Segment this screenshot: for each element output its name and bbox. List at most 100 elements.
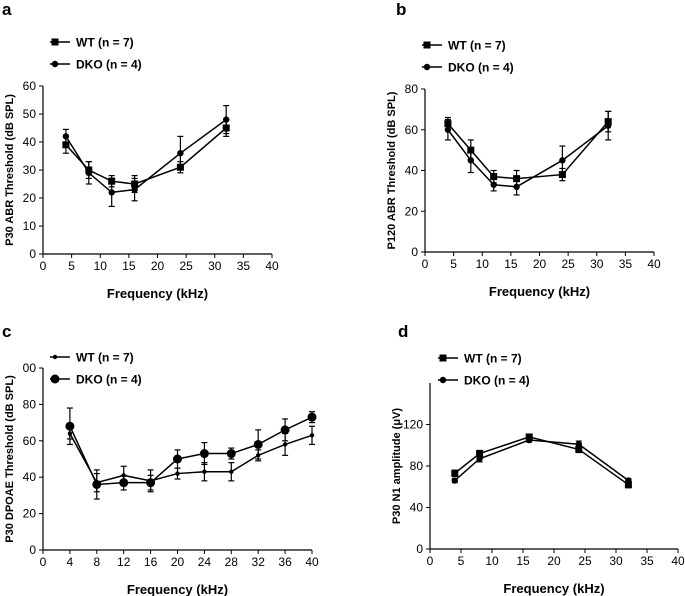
data-point <box>85 169 93 176</box>
legend-marker <box>423 63 431 71</box>
panel-label: d <box>398 322 408 341</box>
x-axis-title: Frequency (kHz) <box>107 286 208 301</box>
legend: WT (n = 7) DKO (n = 4) <box>422 39 514 75</box>
panel-label: b <box>396 0 406 19</box>
x-tick-label: 15 <box>516 554 530 568</box>
legend-marker <box>51 60 59 68</box>
series-wt <box>62 118 230 193</box>
legend-marker <box>50 374 60 384</box>
y-tick-label: 30 <box>23 163 37 177</box>
x-tick-label: 4 <box>67 555 74 569</box>
data-point <box>575 441 582 448</box>
legend-marker <box>439 376 447 384</box>
data-point <box>62 141 70 149</box>
series-line <box>69 433 313 484</box>
data-point <box>223 116 230 123</box>
x-tick-label: 0 <box>427 554 434 568</box>
y-tick-label: 0 <box>416 542 423 556</box>
panel-d: d 0 5 10 15 20 25 30 35 40 0 40 80 120 Frequency (kHz)… <box>391 322 685 596</box>
panel-label: a <box>2 0 12 19</box>
x-tick-label: 30 <box>609 554 623 568</box>
series-line <box>447 125 609 188</box>
y-tick-label: 0 <box>411 245 418 259</box>
x-tick-label: 20 <box>171 555 185 569</box>
data-point <box>173 454 182 464</box>
data-point <box>280 425 290 435</box>
x-tick-label: 0 <box>422 257 429 271</box>
series-dko <box>62 104 230 207</box>
data-point <box>526 436 533 444</box>
x-tick-label: 25 <box>561 257 575 271</box>
x-axis-title: Frequency (kHz) <box>489 284 590 299</box>
series-wt <box>66 425 315 493</box>
x-tick-label: 40 <box>305 555 319 569</box>
x-tick-label: 15 <box>504 257 518 271</box>
x-tick-label: 10 <box>476 257 490 271</box>
data-point <box>282 442 288 447</box>
data-point <box>451 477 458 484</box>
x-tick-label: 16 <box>144 555 158 569</box>
data-point <box>309 433 315 438</box>
legend-label: DKO (n = 4) <box>76 58 142 72</box>
x-tick-label: 35 <box>237 259 251 273</box>
x-tick-label: 25 <box>578 554 592 568</box>
panel-b: b 0 5 10 15 20 25 30 35 40 0 20 40 60 80 Frequency (kHz… <box>386 0 661 299</box>
legend-label: WT (n = 7) <box>76 36 134 50</box>
series-line <box>69 416 313 486</box>
legend-label: DKO (n = 4) <box>448 61 514 75</box>
x-tick-label: 15 <box>122 259 136 273</box>
y-tick-label: 20 <box>405 204 419 218</box>
data-point <box>605 122 612 129</box>
panel-a: a 0 5 10 15 20 25 30 35 40 0 10 20 30 40 50 60 Frequency … <box>2 0 279 301</box>
y-tick-label: 40 <box>405 164 419 178</box>
y-axis-title: P120 ABR Threshold (dB SPL) <box>386 91 398 249</box>
y-tick-label: 80 <box>405 82 419 96</box>
data-point <box>65 421 75 431</box>
data-point <box>625 477 632 484</box>
y-tick-label: 80 <box>23 397 37 411</box>
y-tick-label: 00 <box>23 361 37 375</box>
x-tick-label: 35 <box>640 554 654 568</box>
y-tick-label: 40 <box>410 501 424 515</box>
data-point <box>229 469 234 474</box>
legend-label: DKO (n = 4) <box>76 373 142 387</box>
series-wt <box>444 110 612 188</box>
legend: WT (n = 7) DKO (n = 4) <box>438 352 530 388</box>
y-axis-title: P30 ABR Threshold (dB SPL) <box>4 94 16 246</box>
y-tick-label: 0 <box>29 247 36 261</box>
series-dko <box>444 110 612 196</box>
data-point <box>199 449 209 459</box>
data-point <box>92 479 102 489</box>
x-tick-label: 5 <box>68 259 75 273</box>
x-tick-label: 5 <box>458 554 465 568</box>
x-tick-label: 35 <box>619 257 633 271</box>
y-tick-label: 20 <box>23 191 37 205</box>
y-tick-label: 60 <box>405 123 419 137</box>
data-point <box>131 186 138 193</box>
x-tick-label: 24 <box>198 555 212 569</box>
legend-label: DKO (n = 4) <box>464 374 530 388</box>
x-tick-label: 20 <box>547 554 561 568</box>
x-tick-label: 5 <box>450 257 457 271</box>
legend-label: WT (n = 7) <box>76 351 134 365</box>
data-point <box>451 469 459 477</box>
legend-marker <box>51 38 59 46</box>
x-tick-label: 28 <box>225 555 239 569</box>
series-dko <box>451 436 632 484</box>
x-tick-label: 12 <box>117 555 131 569</box>
data-point <box>476 450 484 458</box>
x-tick-label: 10 <box>94 259 108 273</box>
data-point <box>146 478 156 488</box>
y-tick-label: 20 <box>23 507 37 521</box>
x-tick-label: 20 <box>533 257 547 271</box>
data-point <box>490 173 498 181</box>
x-tick-label: 10 <box>485 554 499 568</box>
y-axis-title: P30 N1 amplitude (μV) <box>391 408 403 524</box>
data-point <box>444 126 452 133</box>
panel-c: c 0 4 8 12 16 20 24 28 32 36 40 0 20 40 60 80 00 Frequency… <box>2 322 319 596</box>
data-point <box>559 157 566 164</box>
y-tick-label: 50 <box>23 107 37 121</box>
y-axis-title: P30 DPOAE Threshold (dB SPL) <box>4 375 16 543</box>
data-point <box>177 150 184 157</box>
